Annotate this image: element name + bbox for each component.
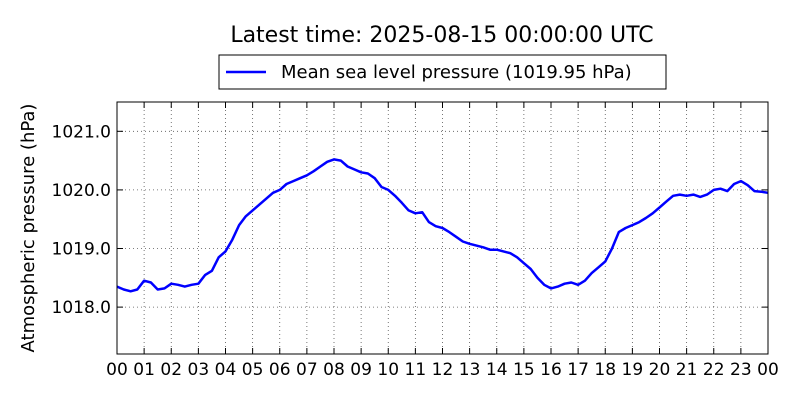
x-tick-label: 18: [594, 360, 616, 380]
grid: [117, 102, 768, 354]
x-tick-label: 07: [296, 360, 318, 380]
x-tick-label: 21: [676, 360, 698, 380]
x-tick-label: 11: [405, 360, 427, 380]
x-tick-label: 04: [215, 360, 237, 380]
x-tick-label: 09: [350, 360, 372, 380]
x-tick-label: 02: [160, 360, 182, 380]
x-tick-label: 19: [622, 360, 644, 380]
x-tick-label: 14: [486, 360, 508, 380]
x-tick-label: 20: [649, 360, 671, 380]
x-tick-label: 10: [377, 360, 399, 380]
y-tick-label: 1020.0: [52, 181, 111, 201]
x-tick-label: 01: [133, 360, 155, 380]
x-tick-label: 06: [269, 360, 291, 380]
chart-title: Latest time: 2025-08-15 00:00:00 UTC: [230, 23, 653, 48]
x-tick-label: 08: [323, 360, 345, 380]
y-tick-label: 1019.0: [52, 240, 111, 260]
x-tick-label: 23: [730, 360, 752, 380]
series-group: [116, 158, 769, 293]
x-tick-label: 00: [106, 360, 128, 380]
y-tick-label: 1021.0: [52, 122, 111, 142]
x-tick-label: 22: [703, 360, 725, 380]
x-tick-label: 03: [188, 360, 210, 380]
legend: Mean sea level pressure (1019.95 hPa): [218, 54, 667, 90]
series-line-mean-sea-level-pressure: [116, 158, 769, 293]
x-tick-label: 12: [432, 360, 454, 380]
y-tick-label: 1018.0: [52, 298, 111, 318]
x-tick-label: 00: [757, 360, 779, 380]
y-axis-label: Atmospheric pressure (hPa): [18, 104, 39, 353]
x-tick-label: 13: [459, 360, 481, 380]
legend-box: [218, 54, 667, 90]
x-tick-label: 16: [540, 360, 562, 380]
x-tick-label: 17: [567, 360, 589, 380]
legend-label: Mean sea level pressure (1019.95 hPa): [281, 62, 632, 83]
x-tick-label: 15: [513, 360, 535, 380]
x-tick-label: 05: [242, 360, 264, 380]
